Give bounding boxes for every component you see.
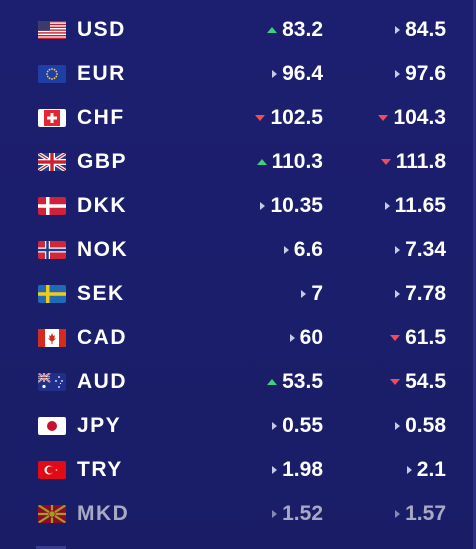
trend-same-icon — [395, 422, 401, 430]
jp-flag-icon — [38, 417, 66, 435]
currency-code: MKD — [77, 502, 130, 525]
sell-rate: 84.5 — [395, 8, 446, 52]
rate-row-cad: CAD 60 61.5 — [0, 316, 476, 360]
trend-same-icon — [384, 202, 390, 210]
mk-flag-icon — [38, 505, 66, 523]
trend-down-icon — [390, 379, 401, 385]
currency-code: DKK — [77, 194, 127, 217]
sell-rate: 7.78 — [395, 272, 446, 316]
us-flag-icon — [38, 21, 66, 39]
buy-rate: 60 — [289, 316, 323, 360]
trend-same-icon — [395, 26, 401, 34]
ch-flag-icon — [38, 109, 66, 127]
sell-rate: 0.58 — [395, 404, 446, 448]
trend-same-icon — [395, 510, 401, 518]
sell-rate: 61.5 — [390, 316, 446, 360]
se-flag-icon — [38, 285, 66, 303]
rate-row-chf: CHF 102.5 104.3 — [0, 96, 476, 140]
trend-up-icon — [267, 27, 278, 33]
buy-rate: 10.35 — [260, 184, 323, 228]
currency-code: AUD — [77, 370, 127, 393]
rate-row-eur: EUR 96.4 97.6 — [0, 52, 476, 96]
buy-rate: 110.3 — [256, 140, 323, 184]
currency-code: CHF — [77, 106, 125, 129]
currency-code: GBP — [77, 150, 128, 173]
trend-same-icon — [395, 70, 401, 78]
rates-list: USD 83.2 84.5 EUR 96.4 97.6 — [0, 8, 476, 536]
buy-rate: 96.4 — [272, 52, 323, 96]
currency-code: USD — [77, 18, 126, 41]
au-flag-icon — [38, 373, 66, 391]
trend-same-icon — [283, 246, 289, 254]
buy-rate: 102.5 — [255, 96, 323, 140]
sell-rate: 7.34 — [395, 228, 446, 272]
buy-rate: 1.52 — [272, 492, 323, 536]
currency-code: TRY — [77, 458, 123, 481]
rate-row-dkk: DKK 10.35 11.65 — [0, 184, 476, 228]
sell-rate: 11.65 — [384, 184, 446, 228]
trend-same-icon — [289, 334, 295, 342]
rate-row-usd: USD 83.2 84.5 — [0, 8, 476, 52]
trend-same-icon — [272, 422, 278, 430]
rate-row-gbp: GBP 110.3 111.8 — [0, 140, 476, 184]
rate-row-jpy: JPY 0.55 0.58 — [0, 404, 476, 448]
trend-same-icon — [260, 202, 266, 210]
dk-flag-icon — [38, 197, 66, 215]
sell-rate: 104.3 — [378, 96, 446, 140]
currency-code: CAD — [77, 326, 127, 349]
sell-rate: 2.1 — [406, 448, 446, 492]
trend-down-icon — [378, 115, 389, 121]
gb-flag-icon — [38, 153, 66, 171]
sell-rate: 111.8 — [380, 140, 446, 184]
trend-down-icon — [380, 159, 391, 165]
sell-rate: 54.5 — [390, 360, 446, 404]
trend-same-icon — [272, 466, 278, 474]
scrollbar-track[interactable] — [473, 0, 476, 549]
sell-rate: 97.6 — [395, 52, 446, 96]
trend-same-icon — [395, 290, 401, 298]
buy-rate: 0.55 — [272, 404, 323, 448]
currency-code: JPY — [77, 414, 122, 437]
eu-flag-icon — [38, 65, 66, 83]
trend-down-icon — [390, 335, 401, 341]
ca-flag-icon — [38, 329, 66, 347]
next-row-hint — [36, 546, 66, 549]
trend-up-icon — [256, 159, 267, 165]
rate-row-nok: NOK 6.6 7.34 — [0, 228, 476, 272]
rate-row-try: TRY 1.98 2.1 — [0, 448, 476, 492]
tr-flag-icon — [38, 461, 66, 479]
trend-down-icon — [255, 115, 266, 121]
rate-row-mkd: MKD 1.52 1.57 — [0, 492, 476, 536]
currency-code: EUR — [77, 62, 126, 85]
no-flag-icon — [38, 241, 66, 259]
rate-row-sek: SEK 7 7.78 — [0, 272, 476, 316]
sell-rate: 1.57 — [395, 492, 446, 536]
trend-same-icon — [406, 466, 412, 474]
rate-row-aud: AUD 53.5 54.5 — [0, 360, 476, 404]
buy-rate: 7 — [301, 272, 323, 316]
buy-rate: 83.2 — [267, 8, 323, 52]
trend-same-icon — [272, 510, 278, 518]
trend-same-icon — [301, 290, 307, 298]
currency-code: NOK — [77, 238, 129, 261]
trend-up-icon — [267, 379, 278, 385]
trend-same-icon — [395, 246, 401, 254]
buy-rate: 53.5 — [267, 360, 323, 404]
buy-rate: 6.6 — [283, 228, 323, 272]
trend-same-icon — [272, 70, 278, 78]
currency-code: SEK — [77, 282, 125, 305]
buy-rate: 1.98 — [272, 448, 323, 492]
